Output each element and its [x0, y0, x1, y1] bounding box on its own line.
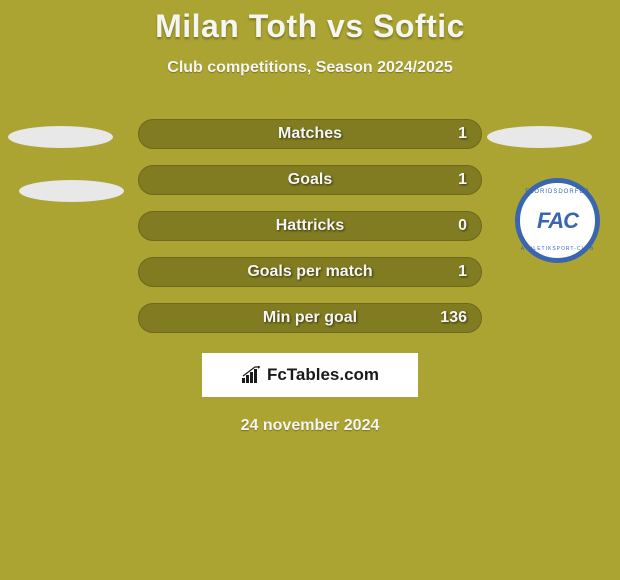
page-subtitle: Club competitions, Season 2024/2025 [0, 59, 620, 77]
stat-row-min-per-goal: Min per goal 136 [138, 303, 482, 333]
player-left-ellipse-2 [19, 180, 124, 202]
stat-value-right: 1 [458, 263, 467, 281]
stat-label: Goals [288, 171, 332, 189]
stat-row-goals-per-match: Goals per match 1 [138, 257, 482, 287]
stat-label: Hattricks [276, 217, 344, 235]
bar-chart-icon [241, 366, 263, 384]
stat-label: Min per goal [263, 309, 357, 327]
footer-brand-box[interactable]: FcTables.com [202, 353, 418, 397]
club-badge-fac: FLORIDSDORFER FAC ATHLETIKSPORT-CLUB [515, 178, 600, 263]
footer-brand-text: FcTables.com [267, 365, 379, 385]
club-badge-arc-bottom: ATHLETIKSPORT-CLUB [521, 246, 594, 252]
page-title: Milan Toth vs Softic [0, 8, 620, 45]
club-badge-arc-top: FLORIDSDORFER [525, 189, 589, 195]
player-right-ellipse [487, 126, 592, 148]
stat-row-hattricks: Hattricks 0 [138, 211, 482, 241]
stat-label: Matches [278, 125, 342, 143]
stat-row-matches: Matches 1 [138, 119, 482, 149]
stat-value-right: 0 [458, 217, 467, 235]
stat-row-goals: Goals 1 [138, 165, 482, 195]
stat-value-right: 1 [458, 171, 467, 189]
player-left-ellipse-1 [8, 126, 113, 148]
stat-value-right: 136 [440, 309, 467, 327]
stat-label: Goals per match [247, 263, 372, 281]
stat-value-right: 1 [458, 125, 467, 143]
club-badge-abbr: FAC [537, 210, 578, 232]
footer-date: 24 november 2024 [0, 417, 620, 435]
